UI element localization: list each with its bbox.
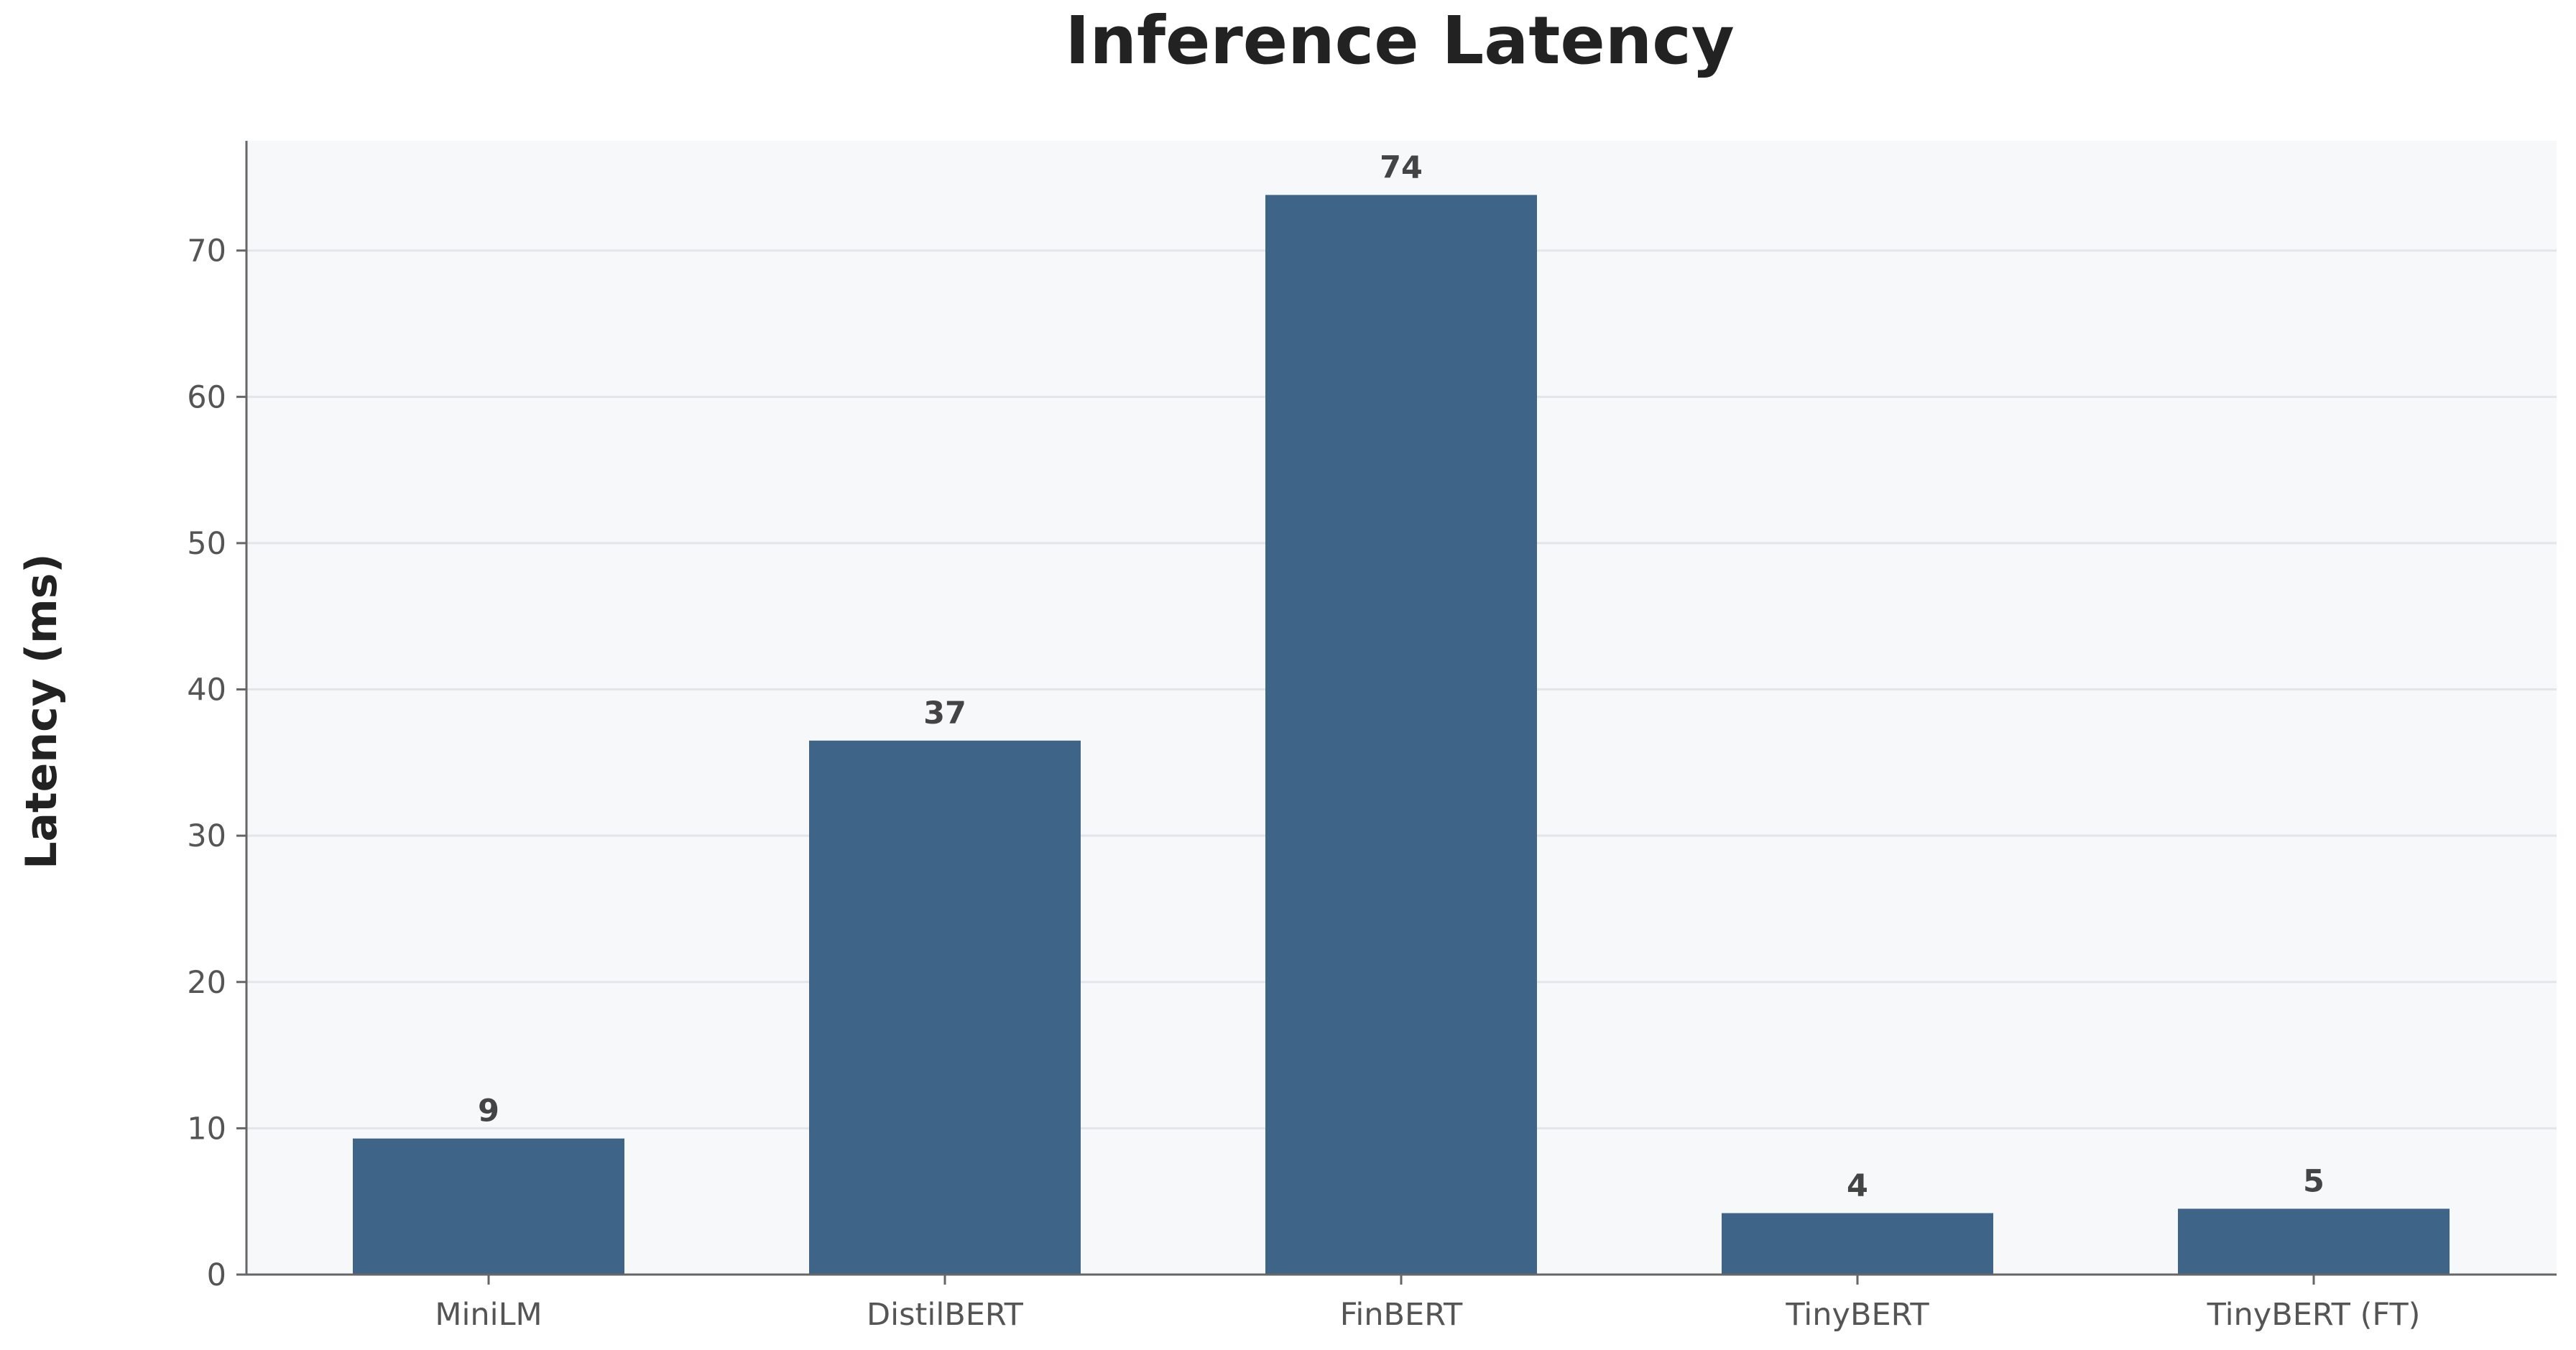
- x-tick-label: MiniLM: [435, 1297, 542, 1333]
- bar-distilbert: [809, 740, 1081, 1275]
- bar-minilm: [353, 1138, 624, 1275]
- y-tick-label: 0: [207, 1257, 226, 1293]
- bar-tinybert: [1722, 1213, 1993, 1275]
- y-tick-label: 20: [187, 965, 226, 1001]
- tick-labels: 0 10 20 30 40 50 60 70 MiniLM DistilBERT FinBERT Ti…: [187, 234, 2420, 1333]
- bar-value-label: 37: [923, 695, 966, 731]
- bar-value-label: 74: [1380, 149, 1423, 185]
- x-tick-label: TinyBERT (FT): [2207, 1297, 2421, 1333]
- bar-finbert: [1265, 195, 1537, 1275]
- bar-value-label: 5: [2303, 1163, 2325, 1199]
- bar-tinybert-ft: [2178, 1208, 2450, 1275]
- axes: [236, 141, 2557, 1285]
- y-tick-label: 50: [187, 526, 226, 562]
- bars: [353, 195, 2450, 1275]
- bar-value-label: 4: [1847, 1168, 1868, 1203]
- y-tick-label: 60: [187, 379, 226, 415]
- bar-value-label: 9: [478, 1094, 499, 1129]
- chart-title: Inference Latency: [1065, 2, 1734, 79]
- x-tick-label: DistilBERT: [867, 1297, 1024, 1333]
- y-tick-label: 40: [187, 672, 226, 708]
- value-labels: 9 37 74 4 5: [478, 149, 2325, 1203]
- y-tick-label: 30: [187, 818, 226, 854]
- y-tick-label: 70: [187, 234, 226, 269]
- x-tick-label: FinBERT: [1340, 1297, 1463, 1333]
- y-axis-label: Latency (ms): [17, 553, 67, 869]
- x-tick-label: TinyBERT: [1785, 1297, 1929, 1333]
- y-tick-label: 10: [187, 1111, 226, 1147]
